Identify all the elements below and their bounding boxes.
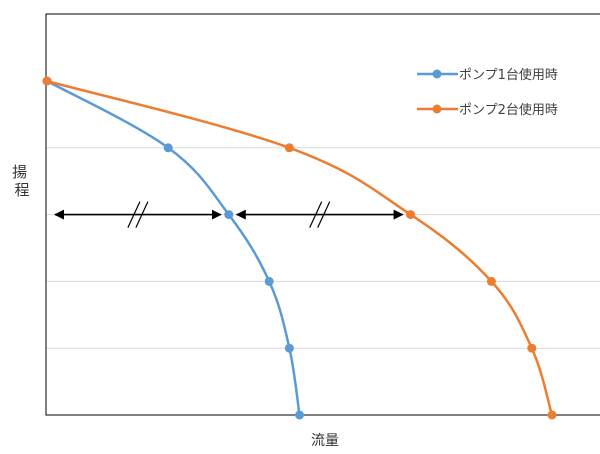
legend-swatch-marker-1 xyxy=(432,69,442,79)
annotations xyxy=(54,201,404,228)
y-axis-label: 揚 程 xyxy=(12,163,32,199)
break-mark-2-2 xyxy=(317,201,331,228)
data-point-2-4 xyxy=(486,276,496,286)
data-point-2-1 xyxy=(42,76,52,86)
data-point-1-5 xyxy=(284,343,294,353)
data-point-2-2 xyxy=(284,143,294,153)
break-mark-1-1 xyxy=(127,201,141,228)
data-point-2-3 xyxy=(406,210,416,220)
legend-label-2: ポンプ2台使用時 xyxy=(459,102,558,118)
data-point-1-2 xyxy=(163,143,173,153)
data-point-2-5 xyxy=(527,343,537,353)
data-point-1-6 xyxy=(295,410,304,420)
data-point-1-4 xyxy=(264,276,274,286)
plot-area-border xyxy=(45,13,600,416)
legend-swatch-marker-2 xyxy=(432,104,442,114)
break-mark-1-2 xyxy=(135,201,149,228)
y-axis-label-char-2: 程 xyxy=(14,181,29,199)
series-line-2 xyxy=(46,79,554,416)
legend-label-1: ポンプ1台使用時 xyxy=(459,67,558,83)
data-point-1-3 xyxy=(224,210,234,220)
series xyxy=(42,76,557,420)
y-axis-label-char-1: 揚 xyxy=(12,163,27,181)
break-mark-2-1 xyxy=(309,201,323,228)
data-point-2-6 xyxy=(547,410,557,420)
series-line-1 xyxy=(46,79,301,416)
x-axis-label: 流量 xyxy=(311,433,339,449)
